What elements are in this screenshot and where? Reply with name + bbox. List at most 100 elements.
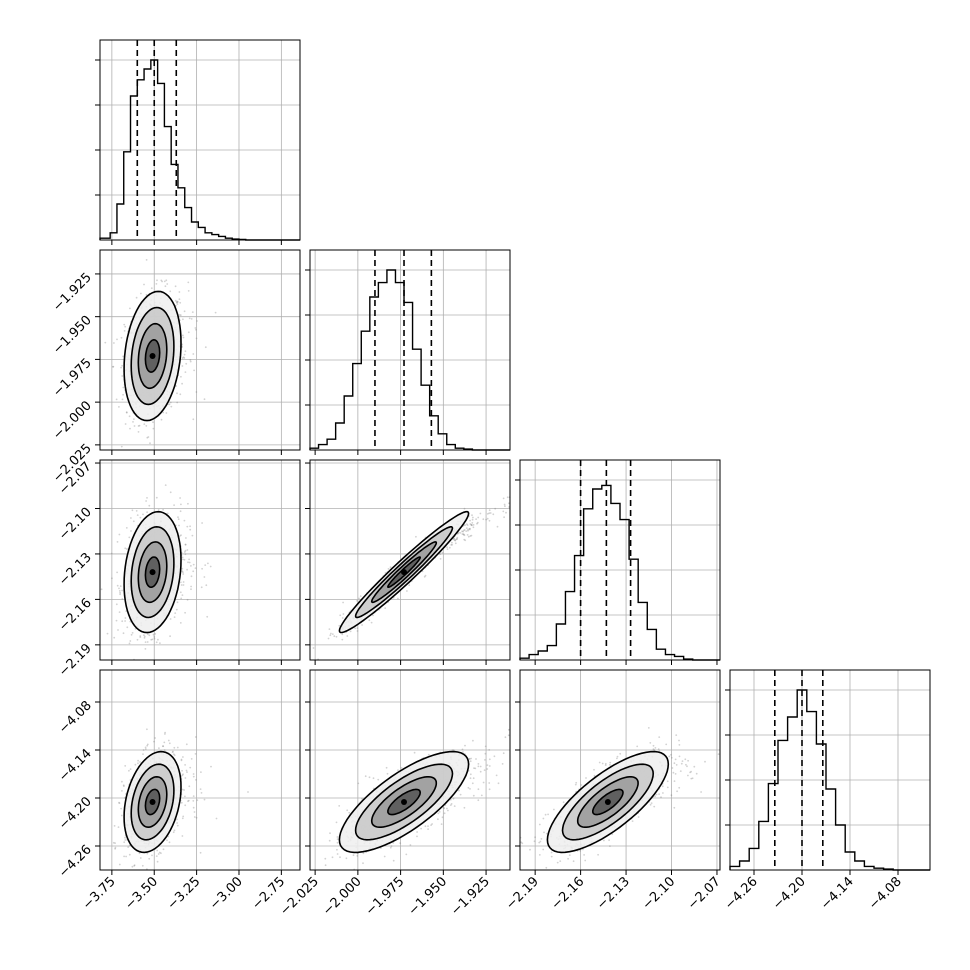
scatter-point	[176, 824, 179, 827]
scatter-point	[604, 762, 607, 765]
scatter-point	[137, 759, 139, 762]
scatter-point	[488, 509, 491, 512]
scatter-point	[466, 524, 469, 526]
scatter-point	[194, 736, 197, 738]
scatter-point	[649, 803, 652, 806]
scatter-point	[416, 831, 418, 833]
scatter-point	[405, 853, 408, 856]
scatter-point	[339, 614, 342, 617]
scatter-point	[135, 510, 138, 512]
scatter-point	[324, 864, 327, 867]
scatter-point	[690, 777, 693, 780]
scatter-point	[543, 831, 545, 834]
scatter-point	[437, 818, 439, 821]
scatter-point	[183, 357, 186, 359]
scatter-point	[139, 516, 142, 519]
x-tick-label: −1.925	[448, 874, 493, 919]
scatter-point	[177, 518, 180, 521]
scatter-point	[469, 519, 471, 522]
scatter-point	[475, 758, 477, 760]
scatter-point	[122, 393, 124, 396]
scatter-point	[185, 769, 188, 772]
scatter-point	[450, 803, 453, 805]
scatter-point	[468, 528, 471, 530]
panel-frame	[309, 249, 511, 451]
scatter-point	[463, 507, 466, 510]
scatter-point	[179, 314, 182, 316]
scatter-point	[665, 743, 668, 746]
scatter-point	[142, 753, 144, 755]
scatter-point	[181, 556, 184, 559]
scatter-point	[145, 500, 147, 502]
scatter-point	[165, 412, 168, 414]
scatter-point	[133, 865, 136, 867]
scatter-point	[178, 314, 181, 316]
scatter-point	[182, 584, 185, 586]
scatter-point	[128, 853, 131, 856]
scatter-point	[488, 749, 491, 751]
scatter-point	[674, 758, 677, 761]
scatter-point	[113, 342, 115, 344]
scatter-point	[184, 371, 187, 373]
scatter-point	[357, 782, 360, 785]
scatter-point	[182, 773, 184, 776]
scatter-point	[462, 751, 464, 753]
scatter-point	[179, 622, 182, 624]
scatter-point	[464, 539, 467, 542]
scatter-point	[507, 728, 510, 731]
scatter-point	[349, 630, 352, 633]
scatter-point	[424, 825, 427, 828]
scatter-point	[502, 510, 505, 513]
scatter-point	[477, 765, 480, 768]
scatter-point	[189, 766, 192, 769]
scatter-point	[479, 512, 482, 515]
scatter-point	[472, 777, 475, 780]
scatter-point	[188, 561, 191, 564]
scatter-point	[131, 509, 134, 512]
scatter-point	[184, 543, 187, 546]
scatter-point	[146, 852, 149, 855]
scatter-point	[174, 299, 177, 302]
scatter-point	[129, 427, 131, 430]
density-peak	[149, 799, 156, 805]
scatter-point	[488, 512, 491, 515]
x-tick-label: −3.75	[80, 874, 119, 913]
scatter-point	[185, 537, 187, 539]
scatter-point	[123, 855, 125, 858]
scatter-point	[324, 857, 327, 860]
scatter-point	[182, 815, 185, 818]
scatter-point	[148, 857, 151, 860]
hist-panel-1	[305, 249, 511, 455]
scatter-point	[387, 568, 390, 570]
scatter-point	[195, 391, 198, 393]
scatter-point	[204, 346, 207, 349]
scatter-point	[118, 801, 120, 804]
scatter-point	[138, 424, 141, 427]
scatter-point	[506, 496, 509, 499]
pair-panel-3-1: −2.025−2.000−1.975−1.950−1.925	[277, 669, 511, 919]
scatter-point	[196, 799, 199, 802]
scatter-point	[188, 558, 190, 561]
scatter-point	[179, 301, 182, 304]
scatter-point	[118, 533, 121, 536]
scatter-point	[482, 518, 485, 521]
scatter-point	[181, 570, 184, 573]
scatter-point	[186, 568, 188, 571]
scatter-point	[389, 566, 392, 569]
scatter-point	[129, 307, 131, 310]
histogram-line	[729, 689, 930, 871]
panel-frame	[99, 669, 301, 871]
scatter-point	[120, 366, 122, 369]
scatter-point	[346, 635, 349, 637]
scatter-point	[179, 510, 182, 513]
scatter-point	[479, 770, 482, 773]
scatter-point	[153, 637, 156, 640]
scatter-point	[116, 338, 118, 341]
scatter-point	[163, 280, 166, 283]
scatter-point	[177, 516, 179, 519]
scatter-point	[203, 576, 206, 578]
scatter-point	[180, 801, 183, 804]
scatter-point	[191, 534, 194, 537]
scatter-point	[195, 816, 198, 819]
scatter-point	[192, 353, 195, 355]
